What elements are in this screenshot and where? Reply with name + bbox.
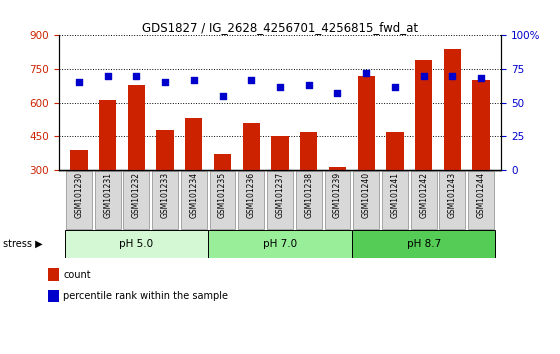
- Bar: [444, 49, 461, 170]
- Text: GSM101232: GSM101232: [132, 172, 141, 218]
- Text: pH 7.0: pH 7.0: [263, 239, 297, 249]
- Bar: [99, 101, 116, 170]
- Text: count: count: [63, 270, 91, 280]
- Point: [276, 84, 284, 89]
- Text: GSM101239: GSM101239: [333, 172, 342, 218]
- Text: GSM101241: GSM101241: [390, 172, 399, 218]
- Bar: [71, 150, 87, 170]
- Bar: [66, 171, 92, 229]
- Text: GSM101238: GSM101238: [304, 172, 313, 218]
- Text: GSM101243: GSM101243: [448, 172, 457, 218]
- Text: GSM101234: GSM101234: [189, 172, 198, 218]
- Text: GSM101244: GSM101244: [477, 172, 486, 218]
- Bar: [415, 60, 432, 170]
- Text: GSM101242: GSM101242: [419, 172, 428, 218]
- Bar: [214, 154, 231, 170]
- Text: GSM101237: GSM101237: [276, 172, 284, 218]
- Bar: [325, 171, 351, 229]
- Bar: [353, 171, 379, 229]
- Point: [477, 76, 486, 81]
- Text: pH 5.0: pH 5.0: [119, 239, 153, 249]
- Point: [390, 84, 399, 89]
- Bar: [48, 290, 59, 302]
- Point: [189, 77, 198, 82]
- Point: [333, 90, 342, 96]
- Bar: [95, 171, 120, 229]
- Bar: [242, 123, 260, 170]
- Point: [103, 73, 112, 79]
- Point: [448, 73, 457, 79]
- Bar: [440, 171, 465, 229]
- Bar: [468, 171, 494, 229]
- Bar: [64, 230, 208, 258]
- Text: GSM101236: GSM101236: [247, 172, 256, 218]
- Text: percentile rank within the sample: percentile rank within the sample: [63, 291, 228, 301]
- Point: [218, 93, 227, 99]
- Bar: [239, 171, 264, 229]
- Point: [161, 80, 170, 85]
- Bar: [300, 132, 318, 170]
- Bar: [473, 80, 489, 170]
- Point: [362, 70, 371, 76]
- Text: GSM101235: GSM101235: [218, 172, 227, 218]
- Bar: [386, 132, 404, 170]
- Bar: [352, 230, 496, 258]
- Bar: [208, 230, 352, 258]
- Point: [132, 73, 141, 79]
- Bar: [382, 171, 408, 229]
- Bar: [185, 118, 202, 170]
- Bar: [152, 171, 178, 229]
- Bar: [209, 171, 235, 229]
- Text: GSM101230: GSM101230: [74, 172, 83, 218]
- Bar: [272, 136, 288, 170]
- Bar: [296, 171, 321, 229]
- Bar: [329, 166, 346, 170]
- Bar: [410, 171, 437, 229]
- Title: GDS1827 / IG_2628_4256701_4256815_fwd_at: GDS1827 / IG_2628_4256701_4256815_fwd_at: [142, 21, 418, 34]
- Point: [304, 82, 313, 88]
- Text: stress ▶: stress ▶: [3, 239, 43, 249]
- Text: pH 8.7: pH 8.7: [407, 239, 441, 249]
- Bar: [128, 85, 145, 170]
- Bar: [181, 171, 207, 229]
- Bar: [48, 268, 59, 281]
- Point: [419, 73, 428, 79]
- Bar: [123, 171, 150, 229]
- Point: [247, 77, 256, 82]
- Text: GSM101233: GSM101233: [161, 172, 170, 218]
- Text: GSM101231: GSM101231: [103, 172, 112, 218]
- Text: GSM101240: GSM101240: [362, 172, 371, 218]
- Bar: [358, 76, 375, 170]
- Bar: [156, 130, 174, 170]
- Point: [74, 80, 83, 85]
- Bar: [267, 171, 293, 229]
